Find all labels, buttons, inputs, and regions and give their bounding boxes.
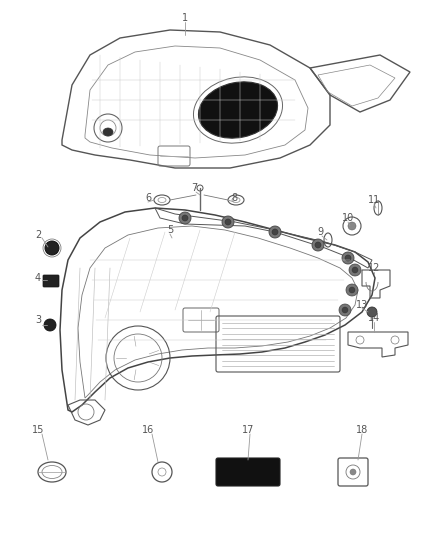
Text: 10: 10 xyxy=(342,213,354,223)
Circle shape xyxy=(345,255,351,261)
Circle shape xyxy=(349,287,355,293)
Text: 12: 12 xyxy=(368,263,380,273)
Circle shape xyxy=(346,284,358,296)
Text: 2: 2 xyxy=(35,230,41,240)
Text: 18: 18 xyxy=(356,425,368,435)
Circle shape xyxy=(225,219,231,225)
Circle shape xyxy=(44,319,56,331)
Circle shape xyxy=(182,215,188,221)
Text: 13: 13 xyxy=(356,300,368,310)
Circle shape xyxy=(272,229,278,235)
Ellipse shape xyxy=(198,82,278,138)
Circle shape xyxy=(315,242,321,248)
Text: 14: 14 xyxy=(368,313,380,323)
Text: 11: 11 xyxy=(368,195,380,205)
Text: 4: 4 xyxy=(35,273,41,283)
Text: 7: 7 xyxy=(191,183,197,193)
Circle shape xyxy=(45,241,59,255)
Circle shape xyxy=(312,239,324,251)
Circle shape xyxy=(342,307,348,313)
Circle shape xyxy=(352,267,358,273)
Circle shape xyxy=(179,212,191,224)
Text: 17: 17 xyxy=(242,425,254,435)
Circle shape xyxy=(367,307,377,317)
Text: 15: 15 xyxy=(32,425,44,435)
Text: 6: 6 xyxy=(145,193,151,203)
Ellipse shape xyxy=(103,128,113,136)
Text: 3: 3 xyxy=(35,315,41,325)
FancyBboxPatch shape xyxy=(43,275,59,287)
Circle shape xyxy=(269,226,281,238)
Circle shape xyxy=(350,469,356,475)
Circle shape xyxy=(222,216,234,228)
Text: 5: 5 xyxy=(167,225,173,235)
Text: 16: 16 xyxy=(142,425,154,435)
Text: 1: 1 xyxy=(182,13,188,23)
FancyBboxPatch shape xyxy=(216,458,280,486)
Text: 9: 9 xyxy=(317,227,323,237)
Circle shape xyxy=(349,264,361,276)
Text: 8: 8 xyxy=(231,193,237,203)
Circle shape xyxy=(339,304,351,316)
Circle shape xyxy=(342,252,354,264)
Circle shape xyxy=(348,222,356,230)
